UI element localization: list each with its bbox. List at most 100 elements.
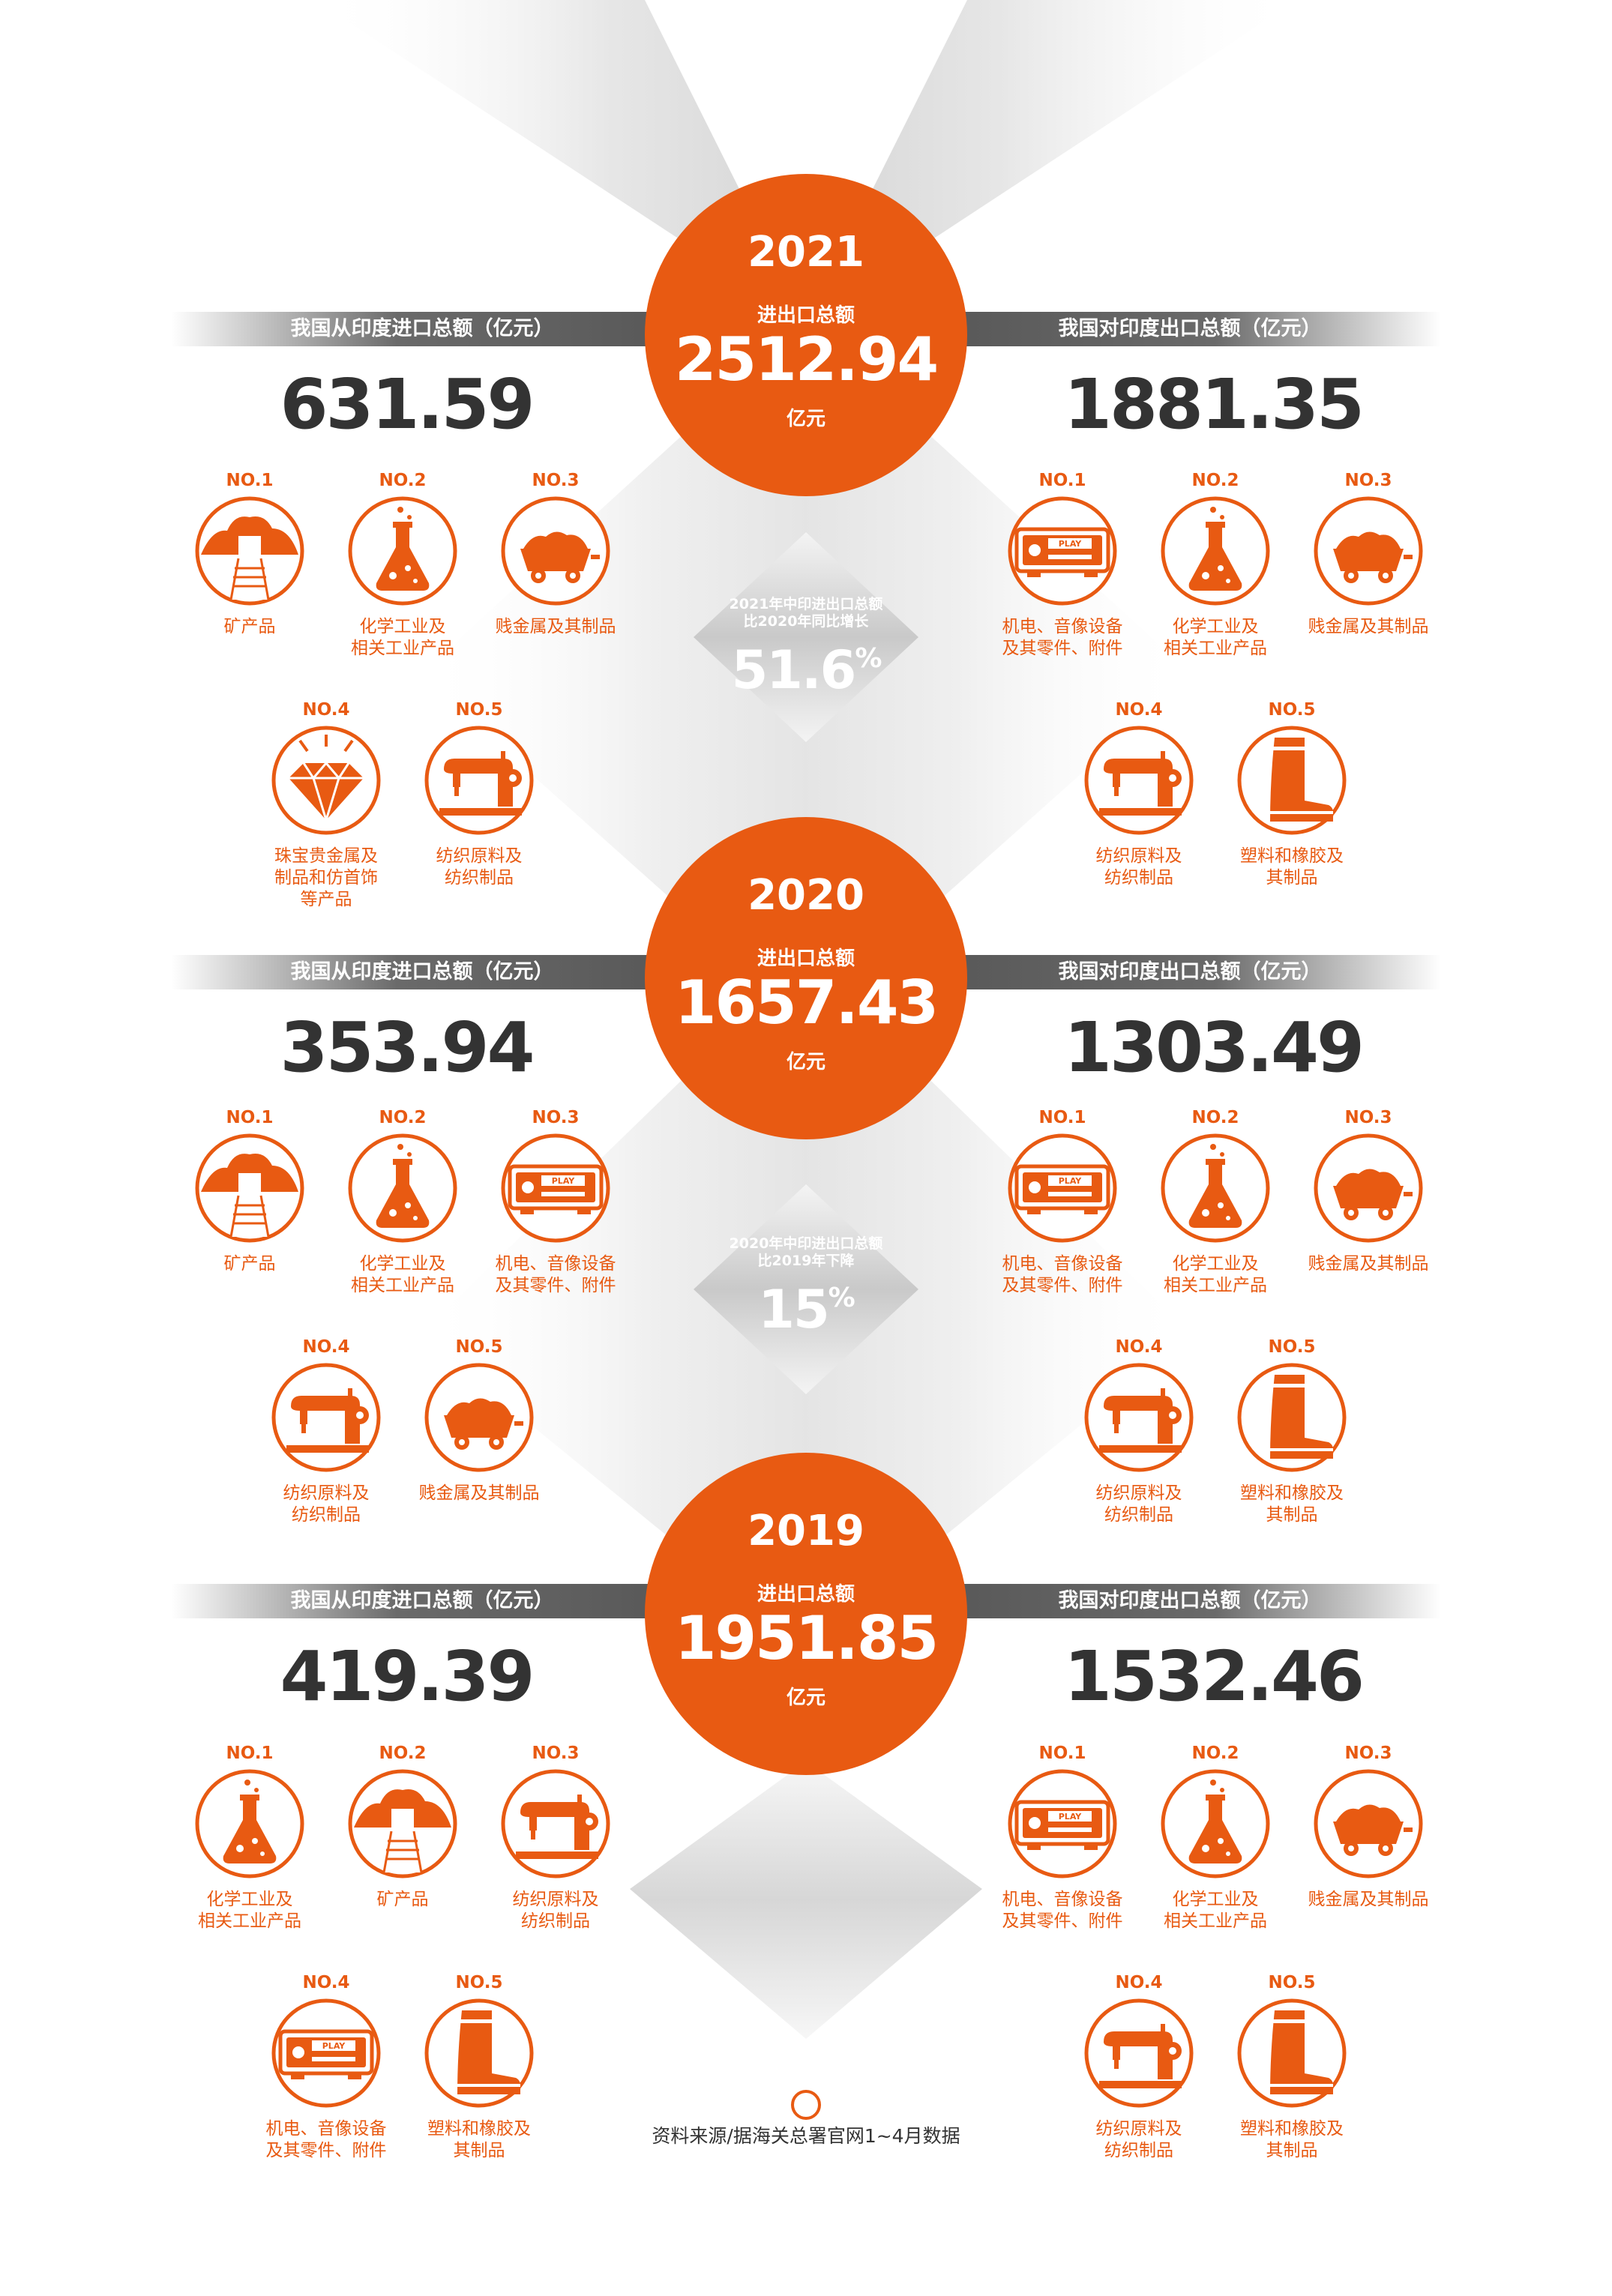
total-label: 进出口总额 <box>757 1583 855 1606</box>
rank-label: NO.1 <box>1038 1108 1086 1127</box>
import-product-item: NO.4 PLAY 机电、音像设备 及其零件、附件 <box>247 1971 405 2162</box>
rank-label: NO.2 <box>1191 1744 1239 1763</box>
rank-label: NO.1 <box>226 1108 274 1127</box>
change-percent: 15% <box>758 1279 855 1340</box>
audio-player-icon: PLAY <box>984 1768 1141 1880</box>
export-product-item: NO.4 纺织原料及 纺织制品 <box>1060 1971 1218 2162</box>
rank-label: NO.4 <box>302 1973 350 1992</box>
product-name: 化学工业及 相关工业产品 <box>1164 617 1267 658</box>
import-product-item: NO.5 塑料和橡胶及 其制品 <box>400 1971 558 2162</box>
rank-label: NO.2 <box>1191 1108 1239 1127</box>
total-value: 1657.43 <box>674 968 939 1037</box>
product-name: 机电、音像设备 及其零件、附件 <box>495 1254 616 1295</box>
product-name: 机电、音像设备 及其零件、附件 <box>1002 617 1123 658</box>
svg-text:PLAY: PLAY <box>1059 1176 1083 1186</box>
change-callout: 2020年中印进出口总额 比2019年下降 15% <box>701 1235 911 1338</box>
export-product-item: NO.2 化学工业及 相关工业产品 <box>1137 469 1294 660</box>
total-unit: 亿元 <box>786 408 825 430</box>
export-product-item: NO.3 贱金属及其制品 <box>1290 1742 1447 1911</box>
product-name: 贱金属及其制品 <box>495 617 616 636</box>
flask-icon <box>1137 495 1294 607</box>
product-name: 机电、音像设备 及其零件、附件 <box>1002 1254 1123 1295</box>
product-name: 贱金属及其制品 <box>1308 1254 1429 1274</box>
rank-label: NO.4 <box>1115 1337 1163 1357</box>
export-product-item: NO.5 塑料和橡胶及 其制品 <box>1213 699 1371 889</box>
export-total-label: 我国对印度出口总额（亿元） <box>939 1584 1441 1618</box>
year-label: 2019 <box>748 1507 864 1555</box>
total-label: 进出口总额 <box>757 304 855 327</box>
rank-label: NO.3 <box>532 1744 580 1763</box>
import-product-item: NO.2 矿产品 <box>324 1742 481 1911</box>
product-name: 纺织原料及 纺织制品 <box>436 846 523 888</box>
svg-text:PLAY: PLAY <box>1059 1812 1083 1822</box>
year-label: 2020 <box>748 871 864 920</box>
flask-icon <box>1137 1768 1294 1880</box>
product-name: 化学工业及 相关工业产品 <box>1164 1890 1267 1931</box>
import-product-item: NO.3 贱金属及其制品 <box>477 469 634 638</box>
import-product-item: NO.1 化学工业及 相关工业产品 <box>171 1742 328 1932</box>
diamond-icon <box>247 724 405 837</box>
rubber-boot-icon <box>1213 724 1371 837</box>
product-name: 珠宝贵金属及 制品和仿首饰 等产品 <box>274 846 378 909</box>
audio-player-icon: PLAY <box>477 1132 634 1244</box>
import-product-item: NO.4 珠宝贵金属及 制品和仿首饰 等产品 <box>247 699 405 911</box>
import-product-item: NO.5 贱金属及其制品 <box>400 1336 558 1504</box>
product-name: 机电、音像设备 及其零件、附件 <box>1002 1890 1123 1931</box>
year-total-circle: 2019 进出口总额 1951.85 亿元 <box>645 1453 967 1775</box>
rank-label: NO.1 <box>1038 471 1086 490</box>
product-name: 化学工业及 相关工业产品 <box>198 1890 301 1931</box>
rubber-boot-icon <box>1213 1997 1371 2109</box>
sewing-machine-icon <box>1060 724 1218 837</box>
rank-label: NO.3 <box>532 471 580 490</box>
svg-text:PLAY: PLAY <box>1059 539 1083 549</box>
product-name: 塑料和橡胶及 其制品 <box>1240 846 1344 888</box>
audio-player-icon: PLAY <box>984 1132 1141 1244</box>
rank-label: NO.4 <box>302 700 350 720</box>
import-total-label: 我国从印度进口总额（亿元） <box>171 1584 673 1618</box>
rank-label: NO.5 <box>1268 700 1316 720</box>
rank-label: NO.1 <box>226 1744 274 1763</box>
rank-label: NO.3 <box>1344 1744 1392 1763</box>
year-label: 2021 <box>748 228 864 277</box>
product-name: 机电、音像设备 及其零件、附件 <box>265 2119 387 2160</box>
product-name: 塑料和橡胶及 其制品 <box>427 2119 531 2160</box>
export-total-label: 我国对印度出口总额（亿元） <box>939 312 1441 346</box>
export-product-item: NO.1 PLAY 机电、音像设备 及其零件、附件 <box>984 1106 1141 1297</box>
export-total-value: 1303.49 <box>1063 1007 1365 1088</box>
import-product-item: NO.1 矿产品 <box>171 1106 328 1275</box>
source-note: 资料来源/据海关总署官网1~4月数据 <box>652 2125 960 2147</box>
ore-cart-icon <box>1290 1132 1447 1244</box>
rank-label: NO.5 <box>1268 1337 1316 1357</box>
export-total-value: 1881.35 <box>1063 364 1365 445</box>
rank-label: NO.5 <box>455 700 503 720</box>
product-name: 贱金属及其制品 <box>1308 617 1429 636</box>
rank-label: NO.2 <box>379 1744 427 1763</box>
export-total-label: 我国对印度出口总额（亿元） <box>939 955 1441 989</box>
product-name: 塑料和橡胶及 其制品 <box>1240 2119 1344 2160</box>
audio-player-icon: PLAY <box>984 495 1141 607</box>
export-product-item: NO.5 塑料和橡胶及 其制品 <box>1213 1336 1371 1526</box>
product-name: 矿产品 <box>376 1890 429 1909</box>
product-name: 矿产品 <box>223 1254 276 1274</box>
sewing-machine-icon <box>1060 1361 1218 1474</box>
rank-label: NO.3 <box>1344 1108 1392 1127</box>
import-product-item: NO.4 纺织原料及 纺织制品 <box>247 1336 405 1526</box>
sewing-machine-icon <box>1060 1997 1218 2109</box>
export-product-item: NO.1 PLAY 机电、音像设备 及其零件、附件 <box>984 1742 1141 1932</box>
export-product-item: NO.2 化学工业及 相关工业产品 <box>1137 1106 1294 1297</box>
product-name: 纺织原料及 纺织制品 <box>283 1483 370 1525</box>
flask-icon <box>324 1132 481 1244</box>
product-name: 塑料和橡胶及 其制品 <box>1240 1483 1344 1525</box>
import-total-value: 419.39 <box>280 1636 535 1717</box>
rank-label: NO.2 <box>379 471 427 490</box>
year-total-circle: 2021 进出口总额 2512.94 亿元 <box>645 174 967 496</box>
total-label: 进出口总额 <box>757 947 855 970</box>
flask-icon <box>1137 1132 1294 1244</box>
rubber-boot-icon <box>1213 1361 1371 1474</box>
import-total-value: 631.59 <box>280 364 535 445</box>
product-name: 纺织原料及 纺织制品 <box>1095 2119 1182 2160</box>
rank-label: NO.3 <box>532 1108 580 1127</box>
rank-label: NO.4 <box>1115 1973 1163 1992</box>
product-name: 纺织原料及 纺织制品 <box>1095 846 1182 888</box>
rank-label: NO.5 <box>455 1337 503 1357</box>
